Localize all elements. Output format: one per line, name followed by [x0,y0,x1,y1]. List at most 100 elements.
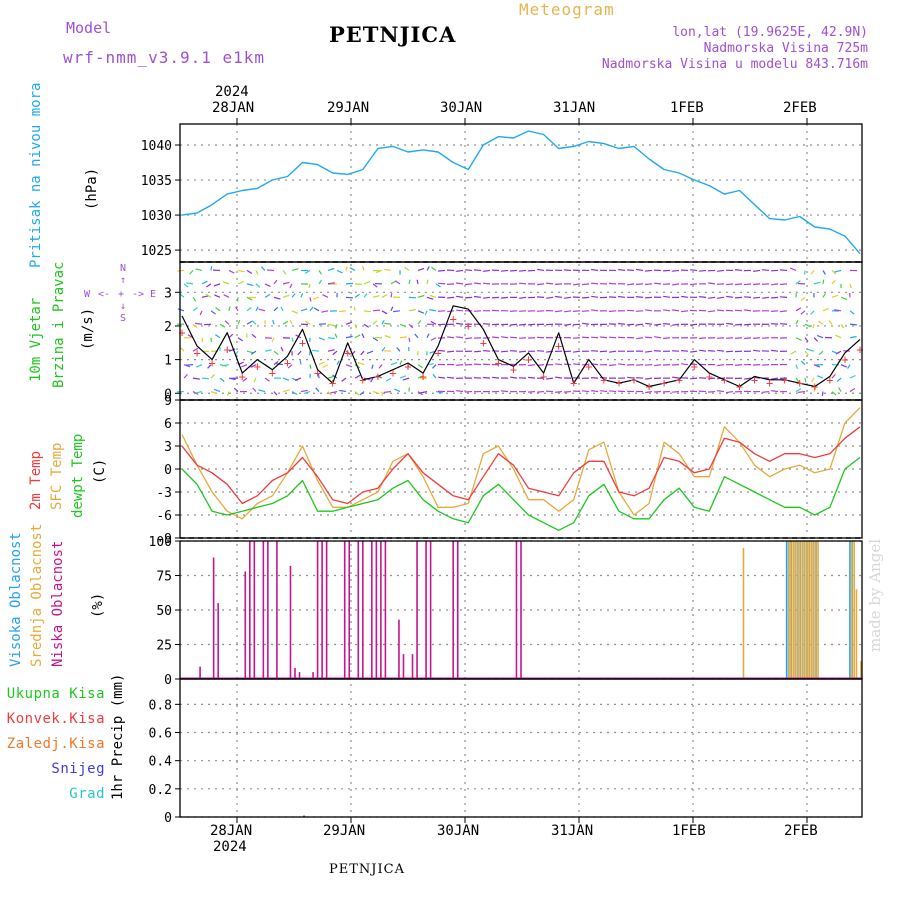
wind-gust-marker: + [239,369,246,383]
wind-barb [334,333,338,338]
wind-barb [426,296,434,300]
wind-barb [838,387,842,392]
wind-barb [753,269,761,272]
wind-barb [753,283,761,286]
wind-barb [717,337,725,339]
wind-barb [831,294,839,298]
wind-barb [408,308,416,312]
wind-barb [636,323,644,326]
wind-barb [771,390,779,393]
wind-barb [309,297,312,302]
wind-barb [800,310,806,315]
wind-barb [240,364,248,368]
wind-barb [840,296,848,301]
wind-barb [591,268,599,272]
wind-barb [840,323,845,329]
wind-barb [394,388,401,393]
bottom-day-label: 2FEB [784,823,818,839]
wind-barb [272,319,275,325]
wind-barb [699,269,707,272]
bottom-day-label: 31JAN [551,823,594,839]
wind-barb [618,268,626,272]
wind-barb [273,296,281,300]
top-day-label: 29JAN [327,100,370,116]
wind-gust-marker: + [570,376,577,390]
wind-barb [744,377,752,380]
wind-barb [273,350,279,355]
ytick-label: 75 [156,570,172,585]
wind-barb [291,293,296,298]
compass-arrow-south: ↓ [120,301,127,312]
wind-barb [804,350,809,356]
wind-barb [483,323,491,325]
wind-barb [654,364,662,367]
wind-barb [417,310,425,314]
wind-barb [474,350,482,353]
wind-barb [672,309,680,312]
wind-barb [363,323,370,328]
wind-barb [282,389,290,393]
wind-barb [726,350,734,353]
wind-gust-marker: + [856,343,863,357]
wind-gust-marker: + [645,380,652,394]
wind-gust-marker: + [404,359,411,373]
wind-barb [654,350,662,352]
wind-barb [690,350,698,353]
wind-barb [264,377,270,382]
wind-gust-marker: + [314,366,321,380]
wind-barb [780,323,788,325]
wind-barb [192,307,198,312]
wind-barb [381,391,384,396]
wind-barb [372,320,378,325]
model-name: wrf-nmm_v3.9.1 e1km [63,48,266,67]
wind-barb [849,374,856,379]
wind-barb [384,268,392,272]
wind-barb [349,267,356,271]
wind-barb [735,323,743,326]
wind-gust-marker: + [495,356,502,370]
wind-barb [264,293,271,298]
wind-barb [672,376,680,379]
wind-barb [573,363,581,366]
panel-frame [179,678,863,818]
wind-barb [591,336,599,339]
wind-barb [246,350,254,354]
t2m-line [181,426,861,505]
wind-barb [636,337,644,340]
wind-barb [537,390,545,393]
compass-rose: N ↑ W <- + -> E ↓ S [84,263,160,325]
wind-barb [408,323,414,329]
wind-barb [555,310,563,313]
wind-barb [672,283,680,286]
wind-gust-marker: + [209,356,216,370]
wind-barb [626,309,635,312]
ytick-label: 1030 [141,209,172,224]
wind-barb [831,373,836,379]
wind-barb [309,306,314,312]
wind-barb [280,306,284,312]
wind-barb [435,390,443,394]
wind-barb [336,269,343,274]
wind-barb [291,391,298,396]
ytick-label: 0 [164,387,172,402]
wind-gust-marker: + [630,373,637,387]
wind-barb [771,377,779,380]
wind-speed-line [181,305,861,388]
wind-barb [431,266,437,271]
wind-barb [726,337,734,339]
wind-barb [354,391,360,396]
wind-barb [339,310,347,313]
wind-barb [214,294,221,298]
wind-barb [408,337,411,343]
wind-barb [609,364,617,367]
wind-barb [195,391,203,394]
wind-barb [771,283,779,286]
wind-barb [645,336,653,339]
ytick-label: 3 [164,440,172,455]
wind-barb [224,320,230,325]
wind-barb [735,337,743,339]
wind-barb [354,334,361,339]
wind-barb [519,323,527,326]
bottom-day-label: 29JAN [323,823,366,839]
plot-area: + + + + + + + + + + + + + + + + + + + + + + + + + + + + + + + + + + + + + + + +… [176,130,864,817]
